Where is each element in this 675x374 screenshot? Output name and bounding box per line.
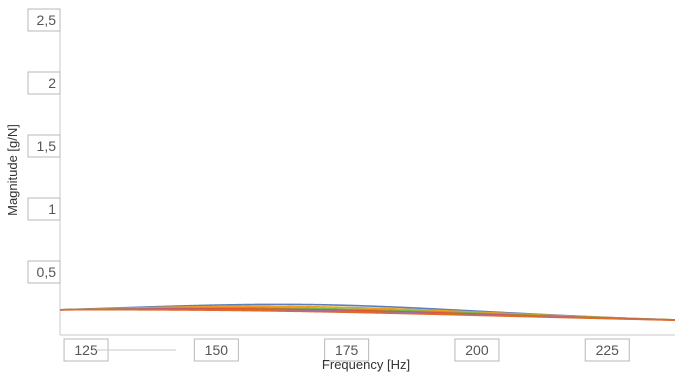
x-axis-ticks: 125 150 175 200 225 (63, 338, 630, 362)
y-tick-box (27, 197, 61, 221)
x-tick-box (324, 338, 370, 362)
y-tick-label: 1,5 (37, 138, 57, 154)
x-tick-label: 175 (335, 342, 359, 358)
y-tick-box (27, 71, 61, 95)
x-tick-label: 225 (596, 342, 620, 358)
x-tick-label: 150 (205, 342, 229, 358)
y-axis-label: Magnitude [g/N] (5, 124, 20, 216)
y-tick-label: 2,5 (37, 12, 57, 28)
y-tick-box (27, 260, 61, 284)
x-tick-box (193, 338, 239, 362)
x-tick-box (584, 338, 630, 362)
x-tick-label: 125 (74, 342, 98, 358)
y-axis-ticks: 0,5 1 1,5 2 2,5 (27, 8, 61, 284)
series-group (59, 303, 675, 321)
x-tick-box (454, 338, 500, 362)
y-tick-box (27, 134, 61, 158)
y-tick-label: 0,5 (37, 264, 57, 280)
y-tick-label: 1 (48, 201, 56, 217)
y-tick-label: 2 (48, 75, 56, 91)
x-tick-label: 200 (465, 342, 489, 358)
axis-frame (59, 12, 675, 336)
series-line-6 (60, 308, 675, 321)
y-tick-box (27, 8, 61, 32)
x-axis-label: Frequency [Hz] (322, 357, 410, 372)
